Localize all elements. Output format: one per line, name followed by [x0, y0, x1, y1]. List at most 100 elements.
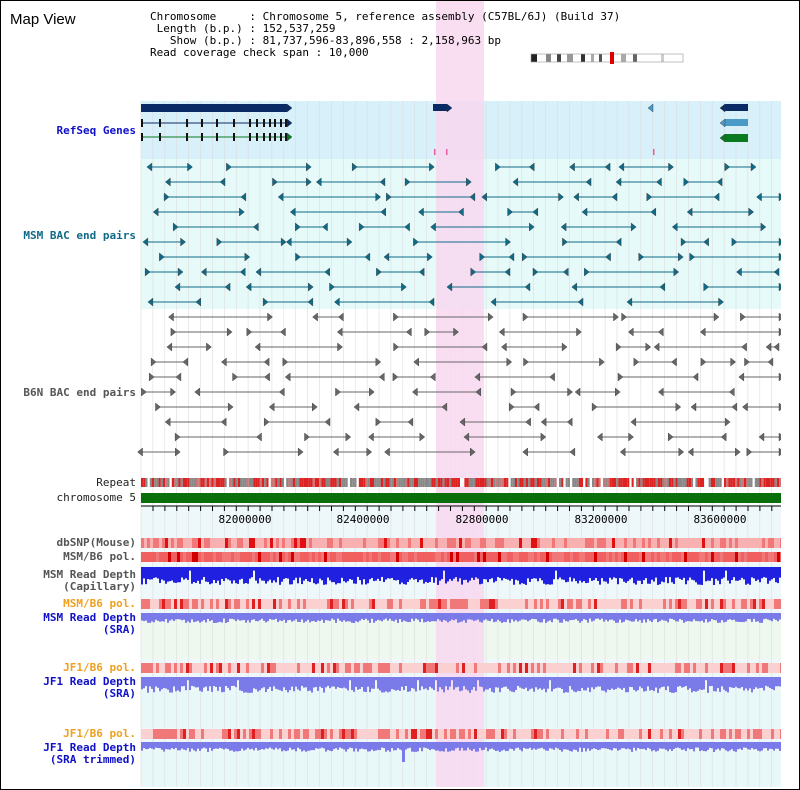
msm-capillary-depth-bar — [197, 567, 199, 581]
jf1-sra-depth-bar — [673, 677, 675, 693]
jf1-trimmed-depth-bar — [667, 742, 669, 752]
msm-capillary-depth-bar — [713, 567, 715, 585]
msm-b6-sra-polymorphism-cell — [363, 599, 366, 609]
jf1-b6-trimmed-polymorphism-cell — [381, 729, 384, 739]
repeat-segment — [743, 478, 746, 487]
msm-bac-pair-end — [558, 192, 564, 202]
dbsnp-density-cell — [312, 538, 315, 548]
msm-capillary-depth-bar — [181, 567, 183, 578]
msm-sra-depth-bar — [513, 613, 515, 622]
msm-sra-depth-bar — [291, 613, 293, 622]
jf1-sra-depth-bar — [347, 677, 349, 691]
jf1-trimmed-depth-bar — [515, 742, 517, 749]
dbsnp-density-cell — [324, 538, 327, 548]
track-label-msm-bac[interactable]: MSM BAC end pairs — [23, 229, 136, 242]
msm-b6-polymorphism-cell — [483, 552, 486, 562]
jf1-b6-polymorphism-cell — [303, 663, 306, 673]
msm-capillary-depth-bar — [539, 567, 541, 579]
jf1-trimmed-depth-bar — [463, 742, 465, 751]
track-label-refseq[interactable]: RefSeq Genes — [56, 124, 136, 137]
msm-capillary-depth-bar — [723, 567, 725, 578]
jf1-sra-depth-bar — [603, 677, 605, 691]
track-label-b6n-bac[interactable]: B6N BAC end pairs — [23, 386, 136, 399]
jf1-sra-depth-bar — [331, 677, 333, 687]
repeat-segment — [207, 478, 210, 487]
msm-sra-depth-bar — [765, 613, 767, 619]
b6n-bac-pair-end — [523, 357, 529, 367]
jf1-b6-trimmed-polymorphism-cell — [753, 729, 756, 739]
msm-b6-sra-polymorphism-cell — [549, 599, 552, 609]
jf1-sra-depth-bar — [233, 677, 235, 686]
jf1-trimmed-depth-bar — [591, 742, 593, 750]
msm-sra-depth-bar — [729, 613, 731, 620]
jf1-b6-polymorphism-cell — [495, 663, 498, 673]
jf1-b6-polymorphism-cell — [489, 663, 492, 673]
msm-sra-depth-bar — [467, 613, 469, 620]
msm-capillary-depth-bar — [299, 567, 301, 578]
jf1-b6-polymorphism-cell — [396, 663, 399, 673]
msm-capillary-depth-bar — [691, 567, 693, 580]
b6n-bac-pair-end — [675, 402, 682, 412]
b6n-bac-pair-end — [746, 447, 753, 457]
jf1-trimmed-depth-bar — [343, 742, 345, 750]
msm-sra-depth-bar — [711, 613, 713, 620]
b6n-bac-pair-end — [256, 432, 262, 442]
jf1-sra-depth-bar — [581, 677, 583, 688]
msm-sra-depth-bar — [755, 613, 757, 622]
msm-b6-sra-polymorphism-cell — [642, 599, 645, 609]
repeat-segment — [255, 478, 258, 487]
jf1-b6-polymorphism-cell — [582, 663, 585, 673]
msm-capillary-depth-bar — [471, 567, 473, 578]
jf1-sra-depth-bar — [633, 677, 635, 690]
jf1-sra-depth-bar — [505, 677, 507, 687]
msm-b6-sra-polymorphism-cell — [711, 599, 714, 609]
msm-b6-sra-polymorphism-cell — [747, 599, 750, 609]
repeat-segment — [209, 478, 212, 487]
repeat-segment — [466, 478, 469, 487]
jf1-b6-trimmed-polymorphism-cell — [186, 729, 189, 739]
jf1-trimmed-depth-bar — [349, 742, 351, 748]
msm-capillary-depth-bar — [245, 567, 247, 583]
jf1-b6-polymorphism-cell — [498, 663, 501, 673]
jf1-b6-trimmed-polymorphism-cell — [648, 729, 651, 739]
selected-region-highlight — [436, 1, 484, 787]
repeat-segment — [732, 478, 735, 487]
msm-b6-polymorphism-cell — [420, 552, 423, 562]
jf1-b6-trimmed-polymorphism-cell — [582, 729, 585, 739]
msm-sra-depth-bar — [185, 613, 187, 623]
msm-bac-pair-end — [413, 237, 419, 247]
jf1-b6-trimmed-polymorphism-cell — [636, 729, 639, 739]
msm-b6-sra-polymorphism-cell — [750, 599, 753, 609]
jf1-trimmed-depth-bar — [413, 742, 415, 752]
dbsnp-density-cell — [513, 538, 516, 548]
msm-sra-depth-bar — [255, 613, 257, 622]
msm-capillary-depth-bar — [575, 567, 577, 582]
msm-capillary-depth-bar — [771, 567, 773, 580]
dbsnp-density-cell — [390, 538, 393, 548]
msm-bac-pair-end — [159, 252, 165, 262]
jf1-b6-trimmed-polymorphism-cell — [204, 729, 207, 739]
repeat-segment — [400, 478, 403, 487]
dbsnp-density-cell — [207, 538, 210, 548]
msm-b6-polymorphism-cell — [495, 552, 498, 562]
repeat-segment — [279, 478, 282, 487]
jf1-sra-depth-bar — [555, 677, 557, 689]
msm-b6-sra-polymorphism-cell — [372, 599, 375, 609]
jf1-sra-depth-bar — [421, 677, 423, 687]
jf1-b6-trimmed-polymorphism-cell — [471, 729, 474, 739]
dbsnp-density-cell — [336, 538, 339, 548]
b6n-bac-pair-end — [168, 312, 174, 322]
jf1-sra-depth-bar — [455, 677, 457, 688]
b6n-bac-pair-end — [284, 372, 291, 382]
msm-capillary-depth-bar — [747, 567, 749, 584]
msm-sra-depth-bar — [547, 613, 549, 622]
msm-bac-pair-end — [615, 177, 622, 187]
dbsnp-density-cell — [186, 538, 189, 548]
jf1-sra-depth-bar — [687, 677, 689, 690]
jf1-b6-polymorphism-cell — [369, 663, 372, 673]
msm-bac-pair-end — [748, 207, 754, 217]
msm-sra-depth-bar — [639, 613, 641, 621]
jf1-trimmed-depth-bar — [701, 742, 703, 751]
jf1-sra-depth-bar — [755, 677, 757, 688]
